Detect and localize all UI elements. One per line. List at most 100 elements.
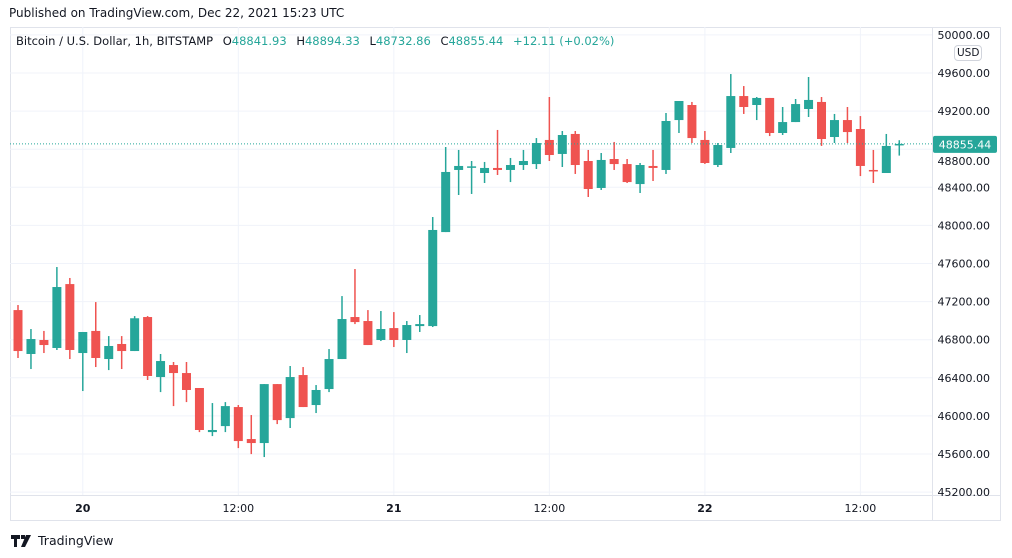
candle-down[interactable] [13, 305, 23, 358]
change-value: +12.11 (+0.02%) [513, 34, 615, 48]
candle-up[interactable] [829, 113, 839, 144]
candle-body [415, 324, 425, 327]
candle-up[interactable] [52, 267, 62, 350]
candle-up[interactable] [259, 384, 269, 458]
candle-up[interactable] [467, 161, 477, 194]
candle-up[interactable] [415, 315, 425, 332]
candle-down[interactable] [544, 97, 554, 162]
candle-down[interactable] [817, 97, 827, 146]
candle-up[interactable] [324, 349, 334, 393]
candle-down[interactable] [233, 405, 243, 449]
candle-down[interactable] [246, 415, 256, 455]
low-label: L [369, 34, 376, 48]
candle-down[interactable] [91, 302, 101, 368]
candle-up[interactable] [726, 74, 736, 154]
candle-down[interactable] [350, 269, 360, 325]
candle-down[interactable] [181, 361, 191, 403]
candle-body [26, 339, 36, 354]
last-price-badge [933, 135, 997, 153]
candle-up[interactable] [376, 311, 386, 342]
candle-up[interactable] [505, 157, 515, 183]
candle-down[interactable] [739, 86, 749, 114]
candles [13, 74, 904, 458]
candle-down[interactable] [169, 361, 179, 407]
candle-down[interactable] [493, 129, 503, 176]
candle-body [661, 121, 671, 170]
candle-body [817, 101, 827, 140]
candle-up[interactable] [441, 147, 451, 233]
time-tick-label: 22 [697, 502, 712, 515]
candle-up[interactable] [661, 113, 671, 174]
candle-body [13, 310, 23, 352]
candle-down[interactable] [117, 336, 127, 370]
candle-up[interactable] [337, 296, 347, 360]
candle-body [130, 318, 140, 352]
candle-up[interactable] [635, 163, 645, 194]
candle-up[interactable] [207, 403, 217, 437]
candle-down[interactable] [622, 159, 632, 184]
open-label: O [222, 34, 232, 48]
candle-up[interactable] [480, 161, 490, 184]
candle-body [467, 166, 477, 168]
candle-down[interactable] [648, 149, 658, 182]
candle-body [648, 165, 658, 168]
candle-down[interactable] [855, 116, 865, 177]
candle-up[interactable] [518, 149, 528, 170]
candle-down[interactable] [298, 367, 308, 408]
candle-up[interactable] [428, 217, 438, 328]
candle-up[interactable] [791, 99, 801, 123]
symbol-title[interactable]: Bitcoin / U.S. Dollar, 1h, BITSTAMP [16, 34, 214, 48]
candle-down[interactable] [868, 149, 878, 184]
candle-up[interactable] [674, 101, 684, 134]
candle-up[interactable] [531, 138, 541, 170]
candle-down[interactable] [570, 131, 580, 174]
candle-up[interactable] [130, 316, 140, 352]
candle-down[interactable] [194, 387, 204, 433]
candle-up[interactable] [26, 329, 36, 370]
candle-up[interactable] [454, 149, 464, 196]
candle-up[interactable] [778, 107, 788, 136]
candle-body [752, 97, 762, 106]
candle-down[interactable] [687, 101, 697, 144]
candle-up[interactable] [78, 331, 88, 392]
candle-body [285, 377, 295, 419]
last-price-marker: 48855.44 [10, 135, 997, 153]
candle-down[interactable] [609, 141, 619, 170]
candle-up[interactable] [713, 143, 723, 168]
candle-down[interactable] [272, 384, 282, 425]
candle-down[interactable] [143, 316, 153, 380]
candle-up[interactable] [894, 140, 904, 156]
candle-up[interactable] [285, 365, 295, 428]
candle-up[interactable] [402, 321, 412, 354]
candle-up[interactable] [881, 133, 891, 174]
candle-body [65, 284, 75, 350]
candle-up[interactable] [156, 353, 166, 393]
candle-up[interactable] [752, 97, 762, 121]
time-axis[interactable]: 20 12:00 21 12:00 22 12:00 [75, 502, 876, 515]
candle-down[interactable] [39, 330, 49, 354]
candle-up[interactable] [104, 336, 114, 371]
candle-body [402, 325, 412, 340]
candle-body [609, 159, 619, 165]
candle-down[interactable] [842, 107, 852, 144]
candle-down[interactable] [765, 97, 775, 137]
time-tick-label: 21 [386, 502, 401, 515]
footer: TradingView [11, 533, 114, 548]
candle-up[interactable] [557, 131, 567, 168]
last-price-label: 48855.44 [939, 138, 992, 151]
candle-down[interactable] [583, 149, 593, 198]
candle-up[interactable] [220, 402, 230, 433]
candle-up[interactable] [311, 385, 321, 414]
candle-down[interactable] [700, 131, 710, 164]
close-label: C [440, 34, 449, 48]
candle-up[interactable] [804, 77, 814, 118]
candle-up[interactable] [596, 153, 606, 190]
candle-down[interactable] [389, 312, 399, 348]
footer-brand[interactable]: TradingView [38, 533, 114, 548]
currency-badge[interactable]: USD [954, 45, 983, 61]
price-axis[interactable]: 45200.00 45600.00 46000.00 46400.00 46800.00… [938, 29, 991, 499]
candle-down[interactable] [65, 277, 75, 360]
time-tick-label: 20 [75, 502, 91, 515]
candle-down[interactable] [363, 310, 373, 346]
